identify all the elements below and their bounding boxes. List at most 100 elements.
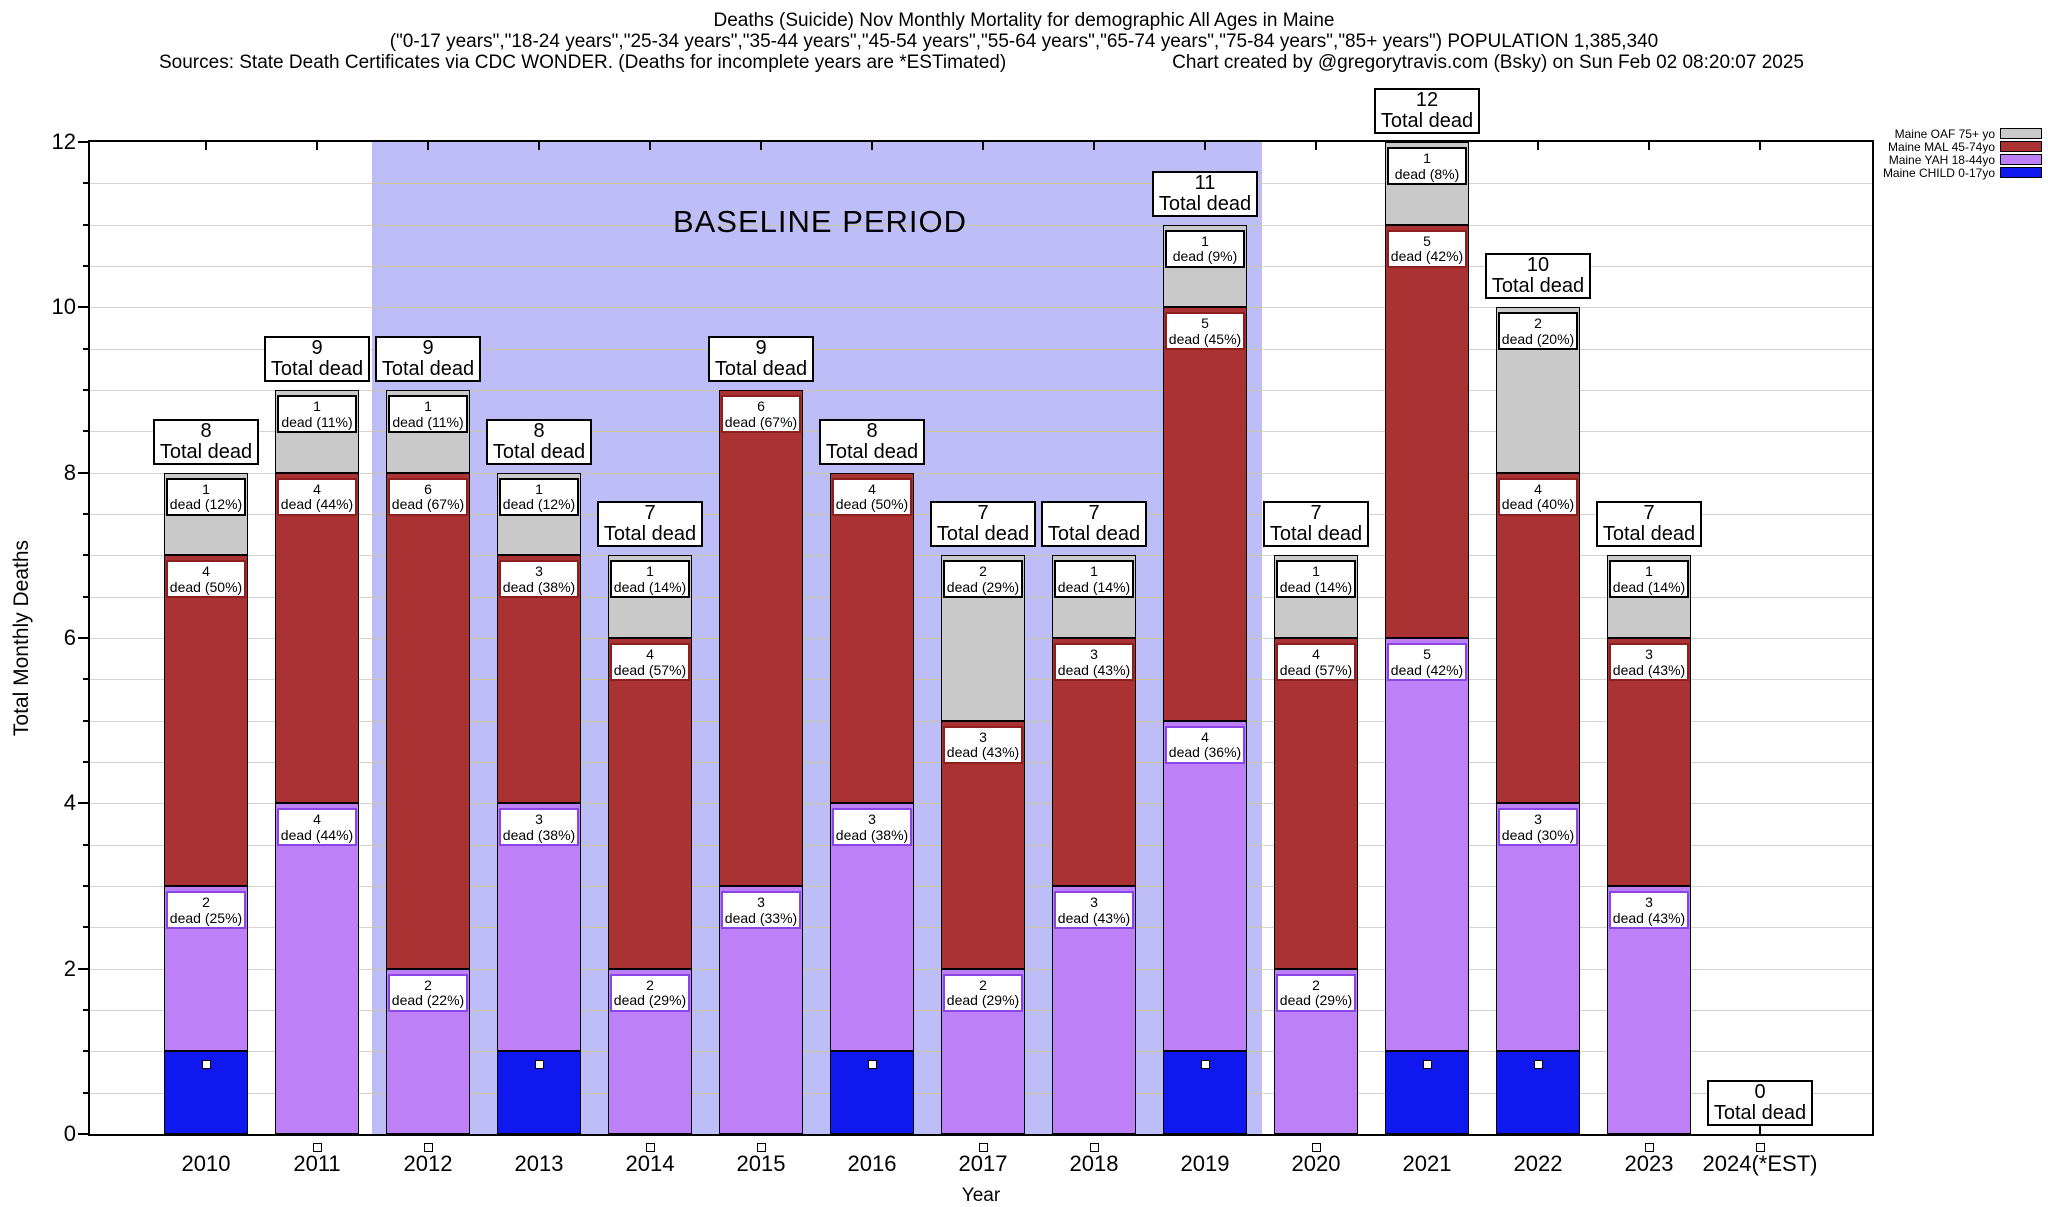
y-axis-minor-tick xyxy=(83,265,90,267)
segment-count-label: 3 dead (33%) xyxy=(721,891,801,929)
x-tick-label-year: 2017 xyxy=(958,1151,1008,1176)
y-axis-minor-tick xyxy=(83,1009,90,1011)
gridline xyxy=(372,307,1262,309)
gridline xyxy=(372,720,1262,722)
y-axis-minor-tick xyxy=(83,885,90,887)
segment-count: 2 xyxy=(1312,976,1320,993)
y-axis-minor-tick xyxy=(83,182,90,185)
total-dead-text: Total dead xyxy=(1602,523,1696,546)
child-marker xyxy=(978,1143,988,1152)
total-dead-text: Total dead xyxy=(270,358,364,380)
segment-percent: dead (14%) xyxy=(1057,578,1131,595)
total-dead-label: 8 Total dead xyxy=(486,418,592,465)
segment-count: 5 xyxy=(1423,646,1431,662)
x-tick-label-year: 2012 xyxy=(403,1151,453,1176)
segment-count-label: 3 dead (43%) xyxy=(1609,891,1689,929)
segment-percent: dead (8%) xyxy=(1394,165,1460,182)
bar-segment-mal xyxy=(830,472,914,804)
segment-count-label: 1 dead (14%) xyxy=(1276,560,1356,599)
segment-count: 3 xyxy=(1645,894,1653,910)
segment-count-label: 4 dead (36%) xyxy=(1165,725,1245,764)
y-axis-tick xyxy=(78,637,90,639)
segment-percent: dead (33%) xyxy=(724,909,798,926)
segment-count-label: 4 dead (40%) xyxy=(1498,477,1578,516)
segment-percent: dead (14%) xyxy=(613,578,687,595)
bar-segment-mal xyxy=(1385,224,1469,638)
total-dead-text: Total dead xyxy=(1158,192,1252,215)
segment-count: 4 xyxy=(646,646,654,662)
legend-item-yah: Maine YAH 18-44yo xyxy=(1812,153,2042,166)
segment-percent: dead (67%) xyxy=(724,413,798,430)
segment-percent: dead (12%) xyxy=(502,496,576,513)
x-axis-top-tick xyxy=(760,142,762,150)
segment-count: 2 xyxy=(979,563,987,580)
segment-count: 2 xyxy=(1534,315,1542,332)
total-dead-text: Total dead xyxy=(936,523,1030,546)
segment-count: 5 xyxy=(1201,315,1209,332)
total-dead-text: Total dead xyxy=(492,440,586,463)
segment-count: 6 xyxy=(757,398,765,414)
segment-count-label: 6 dead (67%) xyxy=(388,477,468,516)
chart-plot-area: BASELINE PERIOD Total Monthly Deaths Yea… xyxy=(10,88,1874,1206)
total-dead-label: 9 Total dead xyxy=(264,336,370,382)
y-axis-minor-tick xyxy=(83,926,90,929)
segment-count: 1 xyxy=(646,563,654,580)
segment-count-label: 5 dead (42%) xyxy=(1387,229,1467,268)
gridline xyxy=(372,431,1262,433)
segment-percent: dead (43%) xyxy=(1057,661,1131,678)
chart-title-line-2: ("0-17 years","18-24 years","25-34 years… xyxy=(389,31,1659,52)
bar-segment-mal xyxy=(1274,638,1358,969)
segment-percent: dead (50%) xyxy=(169,578,243,595)
total-dead-count: 7 xyxy=(644,502,656,525)
child-marker xyxy=(645,1143,655,1152)
segment-percent: dead (9%) xyxy=(1172,248,1238,265)
segment-percent: dead (43%) xyxy=(1612,661,1686,678)
segment-percent: dead (42%) xyxy=(1390,661,1464,678)
segment-count-label: 2 dead (20%) xyxy=(1498,312,1578,351)
total-dead-label: 9 Total dead xyxy=(708,336,814,382)
segment-count-label: 5 dead (42%) xyxy=(1387,643,1467,681)
total-dead-text: Total dead xyxy=(1713,1102,1807,1124)
segment-count: 1 xyxy=(1201,232,1209,249)
y-axis-tick xyxy=(78,141,90,143)
gridline xyxy=(372,1051,1262,1053)
x-axis-top-tick xyxy=(1204,142,1206,150)
segment-count: 1 xyxy=(1423,150,1431,166)
x-tick-label-year: 2024(*EST) xyxy=(1702,1151,1818,1176)
total-dead-count: 9 xyxy=(311,337,323,359)
total-dead-label: 12 Total dead xyxy=(1374,88,1480,134)
total-dead-count: 7 xyxy=(1643,502,1655,525)
child-marker xyxy=(423,1143,433,1152)
segment-percent: dead (43%) xyxy=(946,744,1020,761)
legend-label: Maine YAH 18-44yo xyxy=(1888,152,1995,167)
total-dead-text: Total dead xyxy=(381,358,475,380)
segment-count: 3 xyxy=(757,894,765,910)
total-dead-count: 8 xyxy=(533,419,545,442)
y-axis-minor-tick xyxy=(83,678,90,681)
segment-count: 1 xyxy=(313,398,321,414)
gridline xyxy=(372,390,1262,391)
y-axis-tick xyxy=(78,1133,90,1135)
chart-title-line-3: Sources: State Death Certificates via CD… xyxy=(159,52,1804,73)
segment-percent: dead (11%) xyxy=(281,413,353,430)
child-marker xyxy=(1311,1143,1321,1152)
bar-segment-yah xyxy=(1385,638,1469,1052)
legend-label: Maine CHILD 0-17yo xyxy=(1882,165,1995,180)
total-dead-count: 11 xyxy=(1194,171,1216,194)
child-marker xyxy=(201,1060,211,1069)
segment-count-label: 4 dead (44%) xyxy=(277,477,357,516)
x-tick-label-year: 2018 xyxy=(1069,1151,1119,1176)
gridline xyxy=(372,968,1262,970)
segment-percent: dead (38%) xyxy=(835,826,909,843)
y-tick-label: 0 xyxy=(63,1121,76,1146)
gridline xyxy=(372,183,1262,185)
segment-count-label: 1 dead (12%) xyxy=(166,477,246,516)
total-dead-text: Total dead xyxy=(1491,275,1585,298)
segment-count: 4 xyxy=(202,563,210,580)
gridline xyxy=(372,886,1262,887)
total-dead-text: Total dead xyxy=(825,440,919,463)
x-tick-label-year: 2014 xyxy=(625,1151,675,1176)
x-tick-label-year: 2013 xyxy=(514,1151,564,1176)
legend-swatch-oaf xyxy=(2000,128,2042,139)
